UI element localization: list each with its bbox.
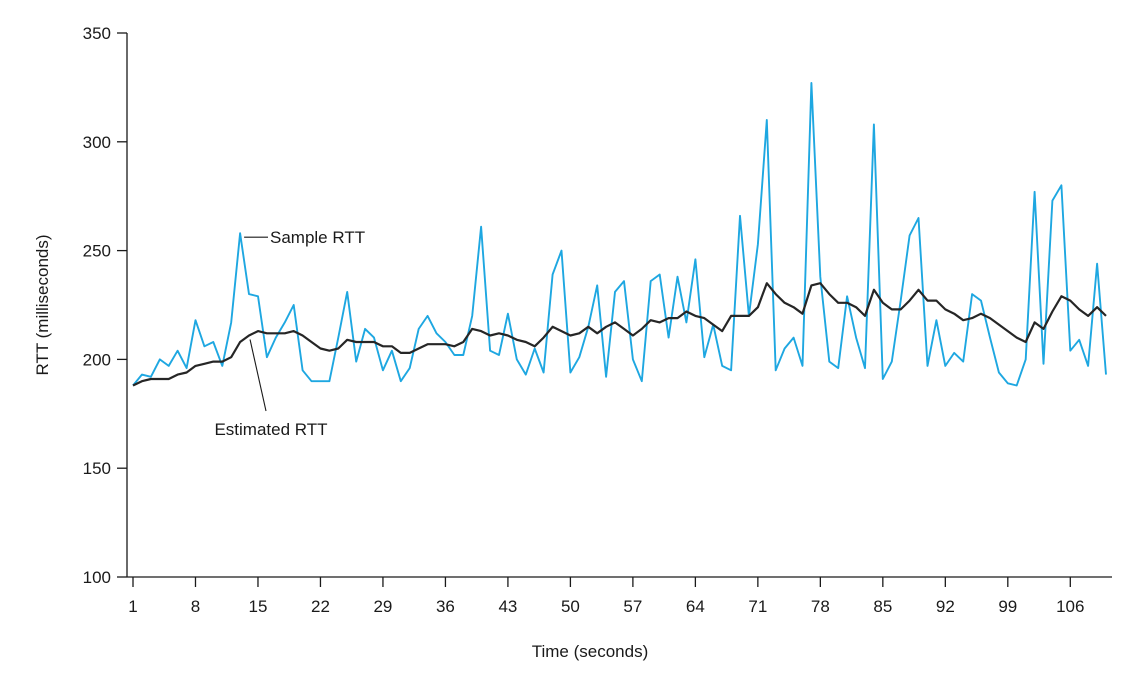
y-ticks: 100 150 200 250 300 350 xyxy=(83,24,127,587)
series-layer xyxy=(132,82,1107,387)
y-tick-label: 300 xyxy=(83,133,111,152)
x-tick-label: 57 xyxy=(623,597,642,616)
x-tick-label: 50 xyxy=(561,597,580,616)
series-line-sample-rtt xyxy=(132,82,1107,387)
annotations: Sample RTT Estimated RTT xyxy=(214,228,365,439)
x-tick-label: 71 xyxy=(748,597,767,616)
x-tick-label: 85 xyxy=(873,597,892,616)
estimated-rtt-label: Estimated RTT xyxy=(214,420,327,439)
x-tick-label: 36 xyxy=(436,597,455,616)
x-tick-label: 92 xyxy=(936,597,955,616)
x-axis-title: Time (seconds) xyxy=(532,642,649,661)
y-tick-label: 200 xyxy=(83,350,111,369)
estimated-rtt-leader xyxy=(249,339,267,412)
y-tick-label: 350 xyxy=(83,24,111,43)
axes xyxy=(126,33,1112,578)
x-tick-label: 22 xyxy=(311,597,330,616)
sample-rtt-label: Sample RTT xyxy=(270,228,365,247)
y-axis-title: RTT (milliseconds) xyxy=(33,234,52,375)
x-ticks: 1 8 15 22 29 36 43 50 57 64 71 78 85 92 99 106 xyxy=(128,577,1084,616)
x-tick-label: 106 xyxy=(1056,597,1084,616)
series-line-estimated-rtt xyxy=(132,282,1107,387)
x-tick-label: 78 xyxy=(811,597,830,616)
x-tick-label: 1 xyxy=(128,597,137,616)
y-tick-label: 100 xyxy=(83,568,111,587)
x-tick-label: 43 xyxy=(498,597,517,616)
x-tick-label: 8 xyxy=(191,597,200,616)
y-tick-label: 150 xyxy=(83,459,111,478)
x-tick-label: 64 xyxy=(686,597,705,616)
x-tick-label: 99 xyxy=(998,597,1017,616)
x-tick-label: 29 xyxy=(373,597,392,616)
y-tick-label: 250 xyxy=(83,242,111,261)
x-tick-label: 15 xyxy=(249,597,268,616)
